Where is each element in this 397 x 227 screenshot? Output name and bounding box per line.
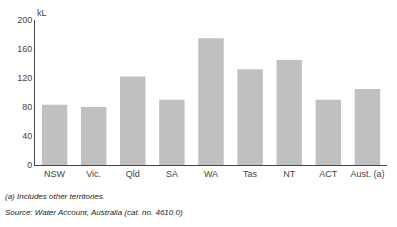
svg-text:Qld: Qld [126, 169, 140, 179]
svg-text:Tas: Tas [243, 169, 258, 179]
svg-text:NSW: NSW [44, 169, 66, 179]
svg-text:NT: NT [283, 169, 295, 179]
svg-text:Aust. (a): Aust. (a) [350, 169, 384, 179]
svg-text:WA: WA [204, 169, 218, 179]
svg-text:SA: SA [166, 169, 178, 179]
svg-text:(a) Includes other territories: (a) Includes other territories. [5, 192, 105, 201]
svg-text:Source: Water Account, Austral: Source: Water Account, Australia (cat. n… [5, 208, 183, 217]
svg-text:Vic.: Vic. [86, 169, 101, 179]
svg-text:200: 200 [17, 15, 32, 25]
svg-text:80: 80 [22, 102, 32, 112]
svg-text:160: 160 [17, 44, 32, 54]
svg-text:ACT: ACT [319, 169, 338, 179]
svg-text:0: 0 [27, 160, 32, 170]
svg-text:40: 40 [22, 131, 32, 141]
svg-text:120: 120 [17, 73, 32, 83]
svg-text:kL: kL [37, 8, 47, 18]
